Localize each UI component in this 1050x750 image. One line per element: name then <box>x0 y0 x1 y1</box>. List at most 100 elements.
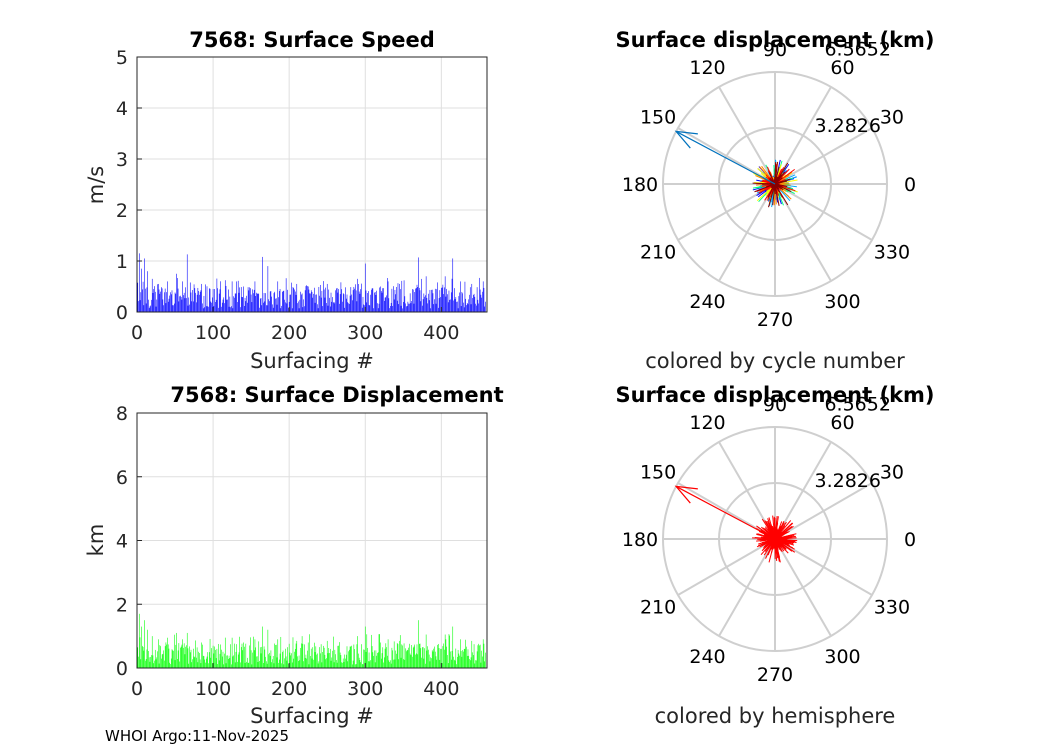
bar <box>148 650 149 668</box>
bar <box>428 649 429 668</box>
bar <box>429 289 431 312</box>
bar <box>239 636 241 668</box>
angle-label: 60 <box>830 412 854 434</box>
angle-label: 150 <box>640 462 676 484</box>
bar <box>228 306 230 312</box>
displacement-bar-chart: 0 100 200 300 400 0 2 4 6 8 7568: Surface Displace… <box>84 383 504 728</box>
bar <box>155 306 157 312</box>
bar <box>418 257 419 312</box>
displacement-vector <box>774 183 777 190</box>
bar <box>367 293 368 312</box>
bar <box>463 651 464 668</box>
bar <box>325 659 326 668</box>
bar <box>178 643 180 668</box>
bar <box>477 299 479 312</box>
bar <box>180 296 182 312</box>
bar <box>240 287 242 312</box>
bar <box>277 639 279 668</box>
bar <box>296 640 298 668</box>
bar <box>341 662 342 668</box>
bar <box>262 256 263 312</box>
bar <box>409 293 411 312</box>
bar <box>319 295 320 312</box>
bar <box>403 301 404 312</box>
bar <box>282 291 283 312</box>
bar <box>294 651 295 668</box>
bar <box>438 643 439 668</box>
bar <box>373 655 374 668</box>
bar <box>476 660 477 668</box>
bar <box>419 643 421 668</box>
x-tick-label: 300 <box>347 678 383 700</box>
bar <box>238 292 240 312</box>
bar <box>195 640 196 668</box>
bar <box>443 643 444 668</box>
bar <box>277 281 279 312</box>
bar <box>291 308 293 312</box>
bar <box>287 647 288 668</box>
bar <box>279 289 281 312</box>
bar <box>237 280 239 312</box>
bar <box>258 293 260 312</box>
speed-x-axis-label: Surfacing # <box>250 349 374 373</box>
bar <box>249 287 250 312</box>
bar <box>434 651 436 668</box>
bar <box>242 297 244 312</box>
bar <box>304 657 306 668</box>
bar <box>481 297 482 312</box>
polar-cycle-title: Surface displacement (km) <box>615 28 934 52</box>
bar <box>360 662 361 668</box>
displacement-vector <box>752 182 776 185</box>
bar <box>323 281 324 312</box>
bar <box>265 293 266 312</box>
bar <box>257 293 259 312</box>
radius-label: 3.2826 <box>814 470 880 492</box>
bar <box>264 301 266 312</box>
bar <box>293 288 295 312</box>
bar <box>141 626 142 668</box>
bar <box>283 290 285 312</box>
bar <box>232 308 234 312</box>
bar <box>388 660 390 668</box>
bar <box>389 308 390 312</box>
bar <box>342 658 344 668</box>
bar <box>317 653 318 668</box>
bar <box>235 651 237 668</box>
bar <box>440 648 441 668</box>
bar <box>300 291 301 312</box>
bar <box>415 653 417 668</box>
bar <box>298 301 299 312</box>
bar <box>445 639 447 668</box>
bar <box>309 634 311 668</box>
bar <box>386 647 387 668</box>
bar <box>380 658 382 668</box>
bar <box>431 658 432 668</box>
bar <box>392 305 393 312</box>
spoke <box>677 183 776 241</box>
bar <box>231 664 232 668</box>
bar <box>320 644 322 668</box>
bar <box>212 645 214 668</box>
bar <box>467 649 469 668</box>
bar <box>329 652 330 668</box>
bar <box>378 634 380 668</box>
angle-label: 30 <box>880 462 904 484</box>
bar <box>466 646 467 668</box>
bar <box>249 645 250 668</box>
bar <box>314 652 316 668</box>
bar <box>375 294 377 312</box>
bar <box>232 656 234 668</box>
bar <box>325 287 326 312</box>
bar <box>460 306 462 312</box>
bar <box>399 635 401 668</box>
bar <box>259 298 261 312</box>
bar <box>401 644 403 668</box>
bar <box>345 658 346 668</box>
bar <box>434 299 435 312</box>
bar <box>354 288 355 312</box>
bar <box>445 296 447 312</box>
bar <box>241 643 243 668</box>
bar <box>431 289 432 312</box>
bar <box>341 289 342 312</box>
bar <box>289 294 291 312</box>
